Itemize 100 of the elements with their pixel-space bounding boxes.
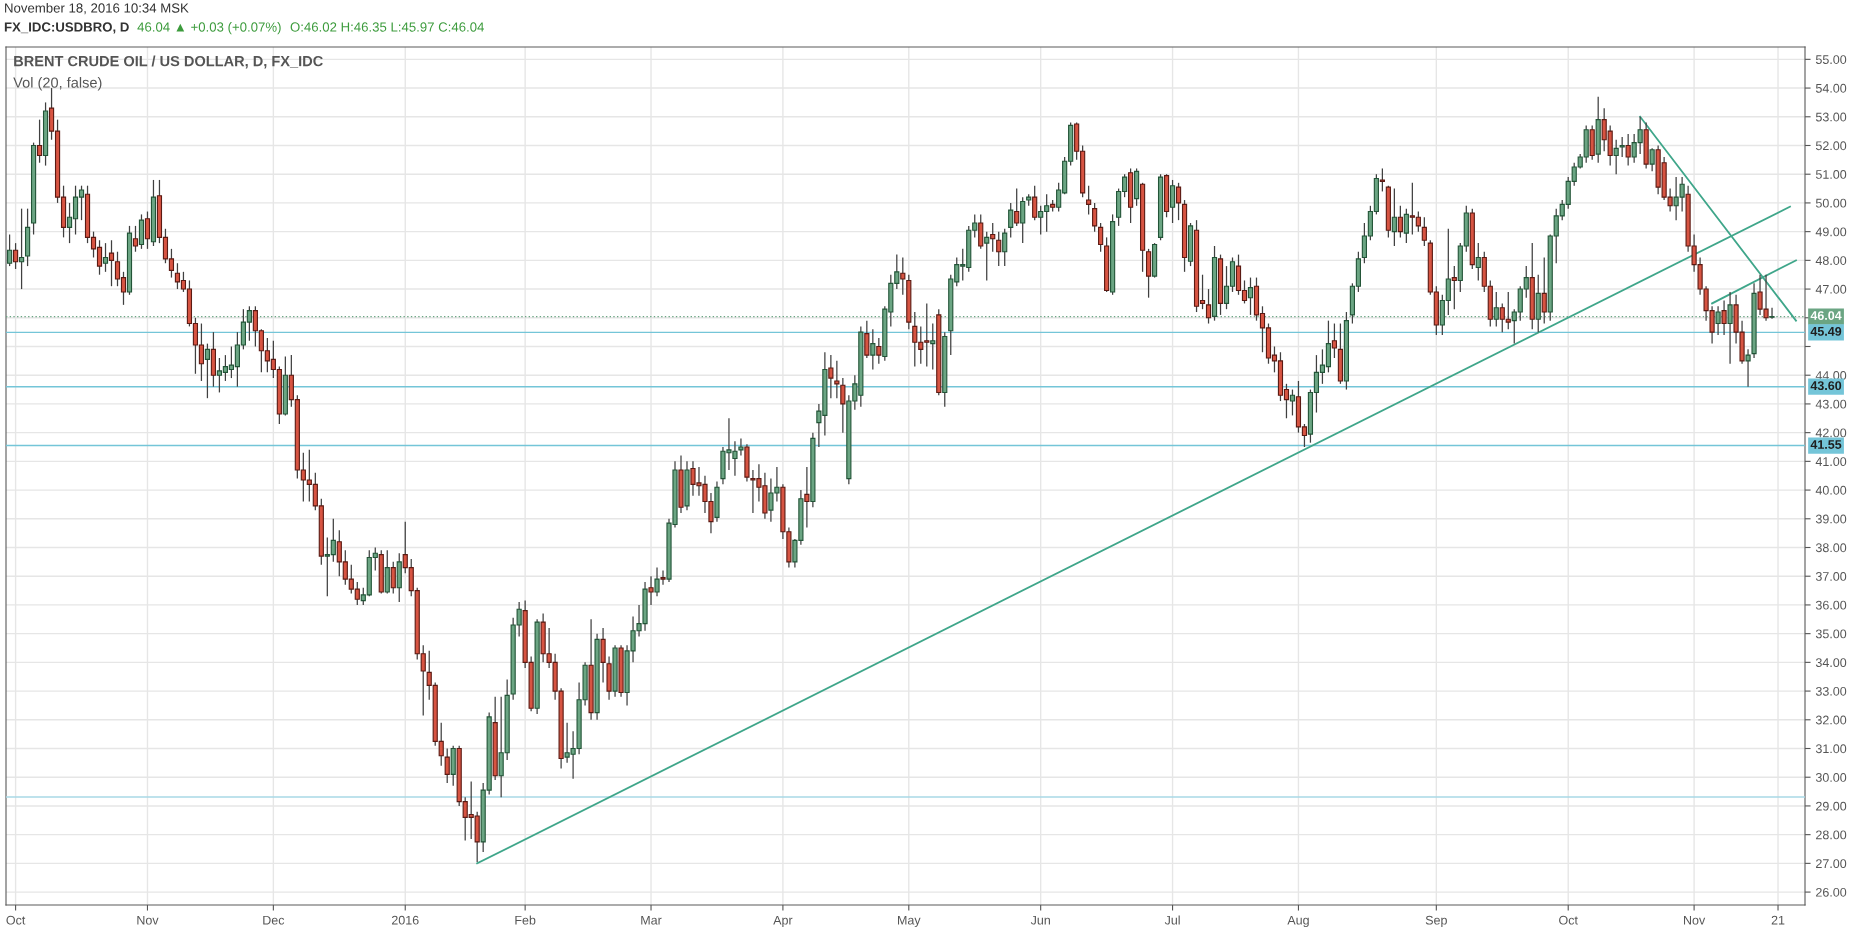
candlestick — [876, 337, 882, 365]
candlestick — [1032, 185, 1038, 221]
y-tick-label: 30.00 — [1815, 773, 1847, 782]
x-tick-label: 2016 — [391, 915, 419, 925]
candlestick — [108, 239, 115, 287]
candlestick — [444, 747, 450, 784]
candlestick — [834, 360, 840, 399]
candlestick — [1169, 179, 1176, 224]
candlestick — [132, 225, 139, 253]
candlestick — [654, 566, 660, 597]
x-tick-label: Nov — [137, 915, 159, 925]
candlestick — [1289, 388, 1296, 417]
x-tick-label: Apr — [773, 915, 793, 928]
candlestick — [102, 242, 109, 273]
y-tick-label: 27.00 — [1816, 859, 1847, 869]
x-tick-label: Aug — [1287, 915, 1309, 928]
candlestick — [1086, 185, 1092, 216]
candlestick — [1745, 348, 1751, 388]
y-tick-label: 33.00 — [1815, 686, 1847, 696]
y-tick-label: 28.00 — [1816, 830, 1847, 840]
candlestick — [1379, 167, 1385, 193]
y-tick-label: 43.00 — [1815, 399, 1847, 409]
candlestick — [1421, 216, 1427, 247]
candlestick — [1613, 139, 1619, 175]
candlestick — [1008, 202, 1014, 239]
y-tick-label: 53.00 — [1815, 112, 1847, 122]
y-tick-label: 41.00 — [1815, 457, 1847, 467]
x-tick-label: Nov — [1684, 915, 1706, 925]
y-tick-label: 47.00 — [1815, 284, 1847, 294]
y-tick-label: 40.00 — [1815, 485, 1847, 495]
candlestick — [1403, 208, 1409, 244]
y-tick-label: 36.00 — [1815, 600, 1847, 610]
candlestick — [1625, 133, 1631, 167]
candlestick — [1020, 196, 1026, 244]
y-tick-label: 48.00 — [1815, 256, 1847, 265]
candlestick — [1721, 299, 1727, 336]
candlestick — [1175, 182, 1182, 221]
y-tick-label: 29.00 — [1816, 801, 1847, 811]
ref-line-label: 41.55 — [1810, 440, 1842, 449]
candlestick — [990, 222, 996, 253]
y-tick-label: 51.00 — [1815, 170, 1847, 179]
y-tick-label: 50.00 — [1815, 198, 1847, 208]
candlestick — [1014, 187, 1020, 227]
candlestick — [1475, 242, 1481, 282]
y-tick-label: 42.00 — [1815, 428, 1847, 438]
candlestick — [12, 242, 19, 270]
candlestick — [1391, 187, 1397, 247]
text: FX_IDC:USDBRO, D — [4, 22, 129, 34]
candlestick — [804, 466, 810, 529]
y-tick-label: 35.00 — [1815, 629, 1847, 639]
ref-line-label: 43.60 — [1810, 381, 1842, 391]
candlestick — [36, 119, 43, 164]
y-tick-label: 31.00 — [1815, 744, 1847, 754]
text: November 18, 2016 10:34 MSK — [5, 3, 189, 15]
y-tick-label: 34.00 — [1815, 658, 1847, 668]
candlestick — [144, 210, 151, 250]
candlestick — [900, 256, 906, 296]
candlestick — [1541, 256, 1547, 325]
candlestick — [1715, 305, 1721, 336]
candlestick — [1649, 147, 1655, 172]
x-tick-label: 21 — [1771, 915, 1785, 925]
x-tick-label: Oct — [6, 915, 26, 925]
candlestick — [390, 561, 396, 595]
x-tick-label: Feb — [515, 915, 536, 925]
candlestick — [984, 231, 990, 282]
candlestick — [1002, 228, 1008, 267]
candlestick — [1098, 222, 1104, 253]
candlestick — [1619, 136, 1625, 158]
candlestick — [7, 233, 13, 267]
x-tick-label: Jul — [1164, 915, 1180, 925]
y-tick-label: 39.00 — [1815, 514, 1847, 524]
y-tick-label: 49.00 — [1815, 227, 1847, 237]
candlestick — [864, 320, 870, 359]
y-tick-label: 26.00 — [1816, 887, 1847, 897]
x-tick-label: Sep — [1425, 915, 1447, 928]
candlestick — [828, 354, 834, 399]
ref-line-label: 46.04 — [1810, 311, 1842, 320]
candlestick — [1397, 205, 1403, 239]
y-tick-label: 37.00 — [1815, 572, 1847, 581]
y-tick-label: 54.00 — [1815, 83, 1847, 93]
candlestick — [996, 231, 1002, 267]
x-tick-label: Oct — [1559, 915, 1578, 925]
candlestick — [600, 627, 606, 684]
y-tick-label: 52.00 — [1815, 141, 1847, 151]
text: O:46.02 H:46.35 L:45.97 C:46.04 — [290, 22, 485, 32]
x-tick-label: May — [898, 915, 921, 928]
candlestick — [978, 213, 984, 250]
candlestick — [930, 322, 936, 371]
candlestick — [738, 437, 744, 457]
candlestick — [1727, 291, 1733, 365]
candlestick — [1451, 265, 1457, 310]
candlestick — [840, 377, 846, 434]
text: BRENT CRUDE OIL / US DOLLAR, D, FX_IDC — [14, 55, 323, 69]
candlestick — [1331, 322, 1338, 359]
y-tick-label: 32.00 — [1815, 715, 1847, 725]
y-tick-label: 38.00 — [1815, 543, 1847, 553]
x-tick-label: Mar — [641, 915, 662, 925]
x-tick-label: Dec — [263, 915, 285, 925]
text: 46.04 ▲ +0.03 (+0.07%) — [137, 22, 281, 35]
candlestick — [18, 208, 25, 290]
